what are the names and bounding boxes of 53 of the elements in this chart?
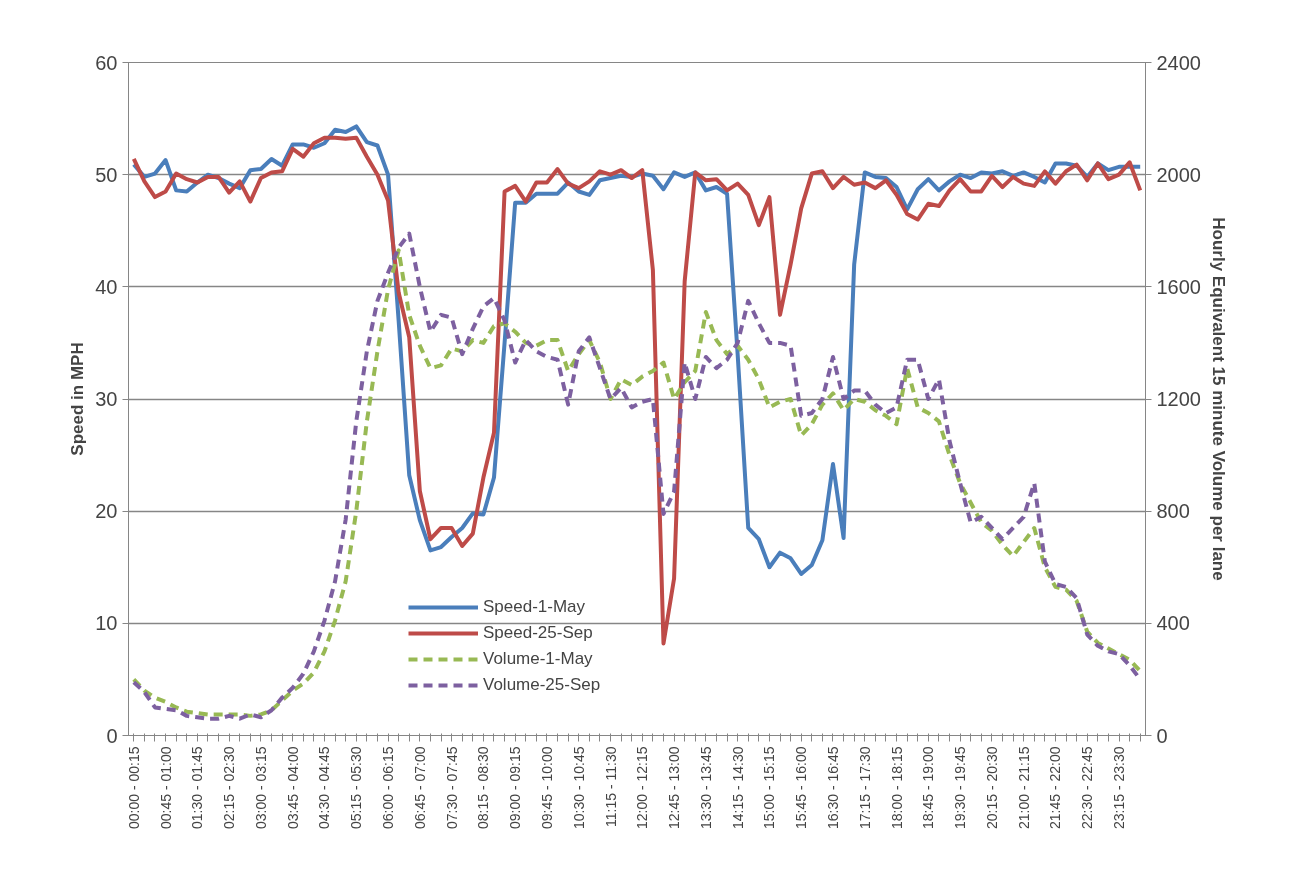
y2-tick-label: 2400 <box>1156 51 1201 74</box>
legend-label: Volume-25-Sep <box>483 675 601 695</box>
x-tick-label: 09:45 - 10:00 <box>538 746 555 830</box>
x-tick-label: 20:15 - 20:30 <box>983 746 1000 830</box>
x-tick-label: 15:00 - 15:15 <box>761 746 778 830</box>
x-tick-label: 07:30 - 07:45 <box>443 746 460 830</box>
y-tick-label: 50 <box>95 163 118 186</box>
x-tick-label: 04:30 - 04:45 <box>316 746 333 830</box>
y2-axis-title: Hourly Equivalent 15 minute Volume per lane <box>1208 217 1228 581</box>
x-tick-label: 12:45 - 13:00 <box>666 746 683 830</box>
y2-tick-label: 800 <box>1156 500 1190 523</box>
x-tick-label: 23:15 - 23:30 <box>1111 746 1128 830</box>
y-tick-label: 10 <box>95 612 118 635</box>
legend-label: Volume-1-May <box>483 649 593 669</box>
x-tick-label: 21:45 - 22:00 <box>1047 746 1064 830</box>
y-tick-label: 60 <box>95 51 118 74</box>
x-tick-label: 18:00 - 18:15 <box>888 746 905 830</box>
legend-label: Speed-25-Sep <box>483 623 593 643</box>
y2-tick-label: 400 <box>1156 612 1190 635</box>
x-tick-label: 14:15 - 14:30 <box>729 746 746 830</box>
x-tick-label: 01:30 - 01:45 <box>189 746 206 830</box>
x-tick-label: 13:30 - 13:45 <box>697 746 714 830</box>
x-tick-label: 11:15 - 11:30 <box>602 746 619 827</box>
x-tick-label: 00:45 - 01:00 <box>157 746 174 830</box>
y-axis-title: Speed in MPH <box>68 342 88 456</box>
x-tick-label: 08:15 - 08:30 <box>475 746 492 830</box>
x-tick-label: 12:00 - 12:15 <box>634 746 651 830</box>
x-tick-label: 05:15 - 05:30 <box>348 746 365 830</box>
x-tick-label: 10:30 - 10:45 <box>570 746 587 830</box>
y-tick-label: 30 <box>95 388 118 410</box>
x-tick-label: 21:00 - 21:15 <box>1015 746 1032 830</box>
x-tick-label: 02:15 - 02:30 <box>221 746 238 830</box>
y-tick-label: 20 <box>95 500 118 523</box>
x-tick-label: 06:00 - 06:15 <box>380 746 397 830</box>
line-series <box>131 135 1143 646</box>
x-tick-label: 19:30 - 19:45 <box>952 746 969 830</box>
x-tick-label: 03:00 - 03:15 <box>252 746 269 830</box>
x-tick-label: 17:15 - 17:30 <box>856 746 873 830</box>
y2-tick-label: 0 <box>1156 724 1168 747</box>
y-tick-label: 0 <box>106 724 118 747</box>
y-tick-label: 40 <box>95 275 118 298</box>
x-tick-label: 03:45 - 04:00 <box>284 746 301 830</box>
y2-tick-label: 1200 <box>1156 388 1201 410</box>
x-tick-label: 22:30 - 22:45 <box>1079 746 1096 830</box>
y2-tick-label: 1600 <box>1156 275 1201 298</box>
legend-label: Speed-1-May <box>483 597 586 617</box>
y2-tick-label: 2000 <box>1156 163 1201 186</box>
x-tick-label: 00:00 - 00:15 <box>125 746 142 830</box>
x-tick-label: 15:45 - 16:00 <box>793 746 810 830</box>
x-tick-label: 16:30 - 16:45 <box>824 746 841 830</box>
x-tick-label: 18:45 - 19:00 <box>920 746 937 830</box>
x-tick-label: 06:45 - 07:00 <box>411 746 428 830</box>
x-tick-label: 09:00 - 09:15 <box>507 746 524 830</box>
